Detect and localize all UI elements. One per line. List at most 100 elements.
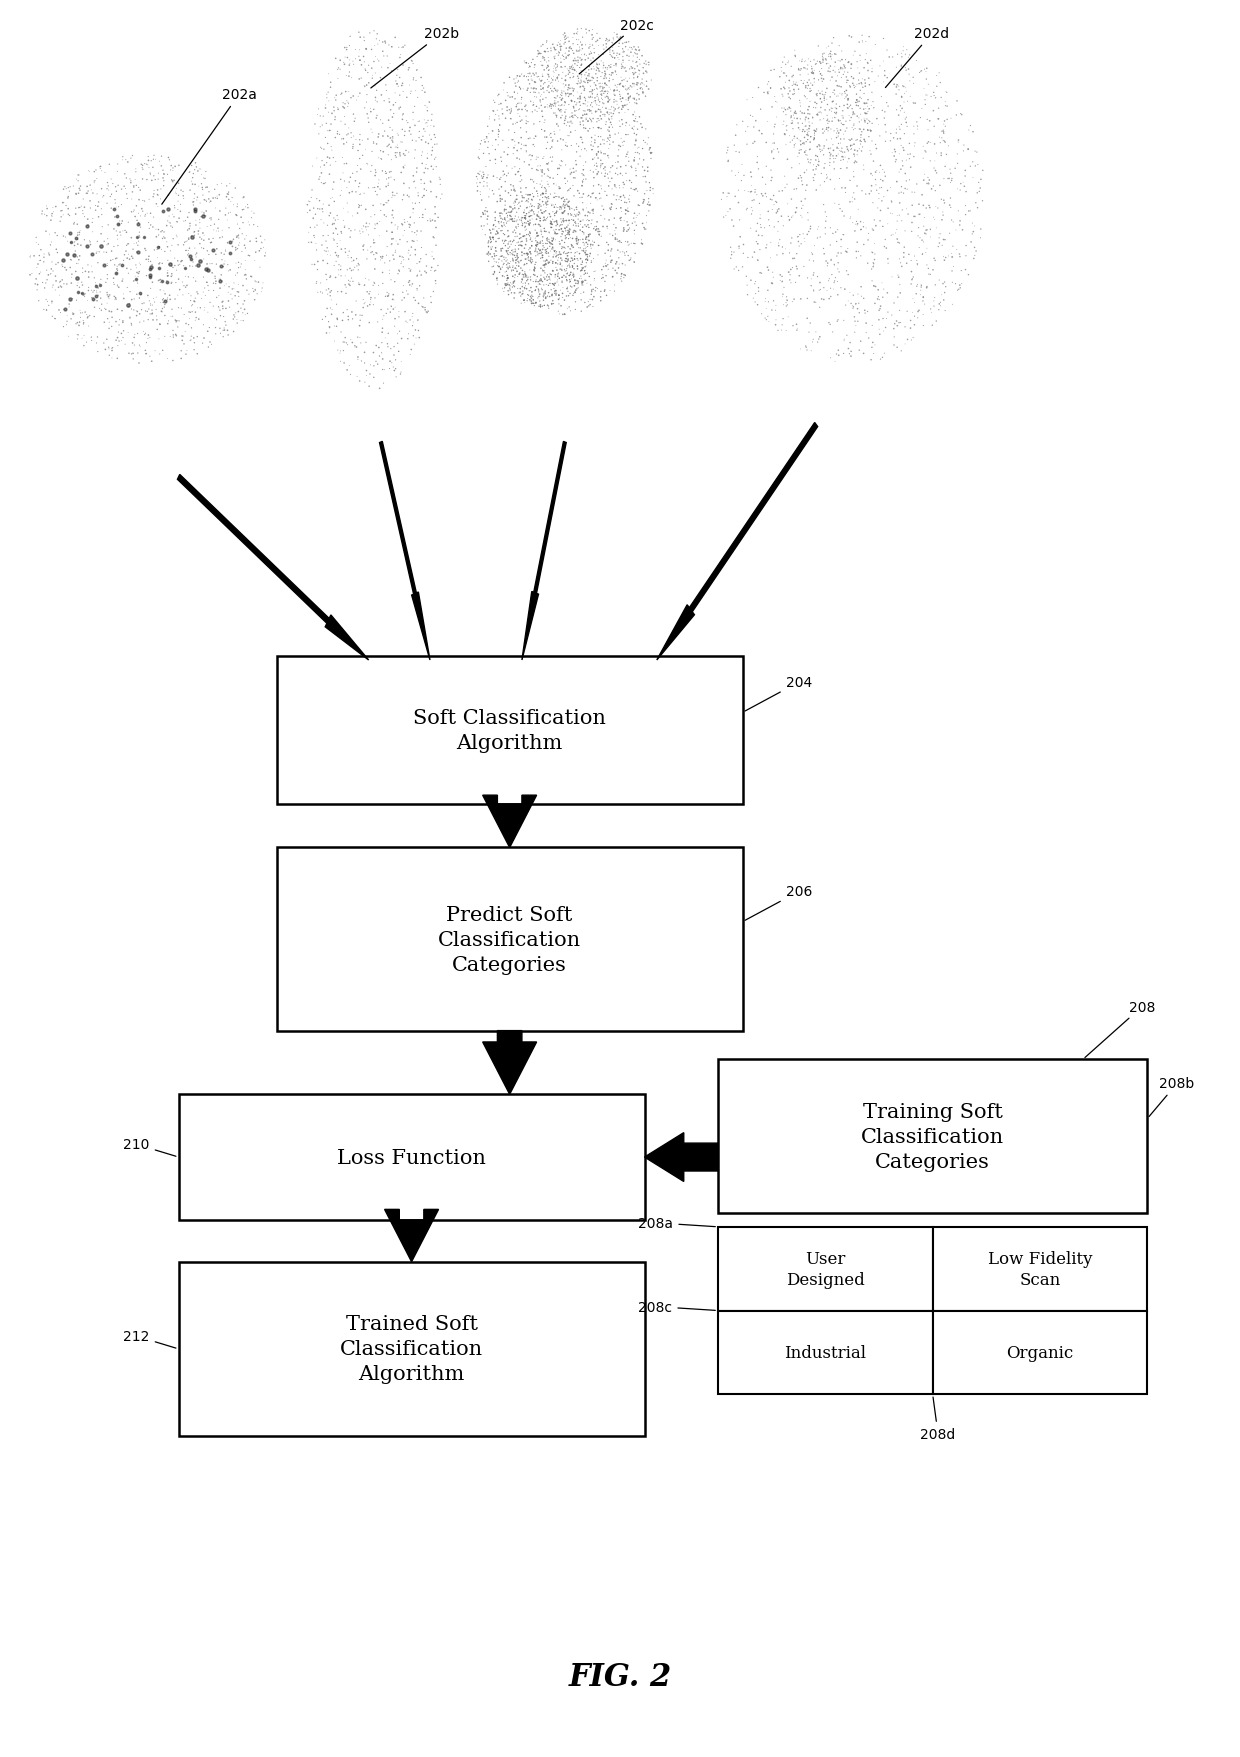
Point — [637, 192, 657, 220]
Point — [515, 258, 534, 286]
Point — [560, 176, 580, 204]
Point — [625, 39, 645, 67]
Point — [551, 153, 570, 181]
Point — [417, 253, 436, 281]
Point — [394, 170, 414, 199]
Point — [765, 111, 785, 139]
Point — [858, 118, 878, 146]
Point — [852, 283, 872, 311]
Point — [201, 206, 221, 234]
Point — [373, 39, 393, 67]
Point — [603, 114, 622, 142]
Point — [503, 237, 523, 265]
Point — [827, 125, 847, 153]
Point — [383, 295, 403, 323]
Point — [360, 372, 379, 401]
Point — [775, 174, 795, 202]
Point — [197, 213, 217, 241]
Point — [522, 197, 542, 225]
Point — [585, 121, 605, 149]
Point — [528, 221, 548, 249]
Point — [388, 330, 408, 358]
Point — [851, 216, 870, 244]
Point — [512, 262, 532, 290]
Point — [507, 258, 527, 286]
Point — [765, 297, 785, 325]
Point — [899, 56, 919, 84]
Point — [869, 297, 889, 325]
Point — [151, 267, 171, 295]
Point — [552, 184, 572, 213]
Point — [773, 241, 792, 269]
Point — [547, 281, 567, 309]
Point — [801, 146, 821, 174]
Point — [153, 337, 172, 365]
Point — [598, 28, 618, 56]
Point — [786, 72, 806, 100]
Point — [480, 216, 500, 244]
Point — [790, 58, 810, 86]
Point — [608, 162, 627, 190]
Point — [506, 202, 526, 230]
Point — [498, 271, 518, 299]
Point — [420, 112, 440, 141]
Point — [789, 114, 808, 142]
Point — [533, 172, 553, 200]
Point — [823, 276, 843, 304]
Point — [505, 264, 525, 292]
Point — [420, 283, 440, 311]
Point — [562, 54, 582, 83]
Point — [129, 220, 149, 248]
Point — [198, 318, 218, 346]
Point — [595, 177, 615, 206]
Point — [92, 292, 112, 320]
Point — [515, 63, 534, 91]
Point — [529, 283, 549, 311]
Point — [534, 272, 554, 300]
Point — [544, 100, 564, 128]
Point — [314, 223, 334, 251]
Point — [368, 281, 388, 309]
Point — [126, 255, 146, 283]
Point — [794, 130, 813, 158]
Point — [619, 37, 639, 65]
Point — [552, 257, 572, 285]
Point — [501, 204, 521, 232]
Point — [317, 84, 337, 112]
Point — [347, 253, 367, 281]
Point — [570, 200, 590, 228]
Point — [562, 100, 582, 128]
Point — [587, 162, 606, 190]
Point — [601, 93, 621, 121]
Point — [821, 276, 841, 304]
Point — [491, 188, 511, 216]
Point — [595, 58, 615, 86]
Point — [942, 292, 962, 320]
Point — [317, 118, 337, 146]
Point — [507, 223, 527, 251]
Point — [87, 228, 107, 257]
Point — [795, 139, 815, 167]
Point — [864, 246, 884, 274]
Point — [218, 230, 238, 258]
Point — [355, 25, 374, 53]
Point — [644, 181, 663, 209]
Point — [484, 225, 503, 253]
Point — [619, 230, 639, 258]
Point — [577, 213, 596, 241]
Point — [569, 181, 589, 209]
Point — [526, 69, 546, 97]
Point — [394, 209, 414, 237]
Point — [567, 21, 587, 49]
Point — [544, 121, 564, 149]
Point — [585, 98, 605, 127]
Point — [575, 86, 595, 114]
Point — [934, 111, 954, 139]
Point — [929, 105, 949, 134]
Point — [838, 95, 858, 123]
Point — [92, 176, 112, 204]
Point — [480, 176, 500, 204]
Point — [817, 253, 837, 281]
Point — [532, 116, 552, 144]
Point — [890, 125, 910, 153]
